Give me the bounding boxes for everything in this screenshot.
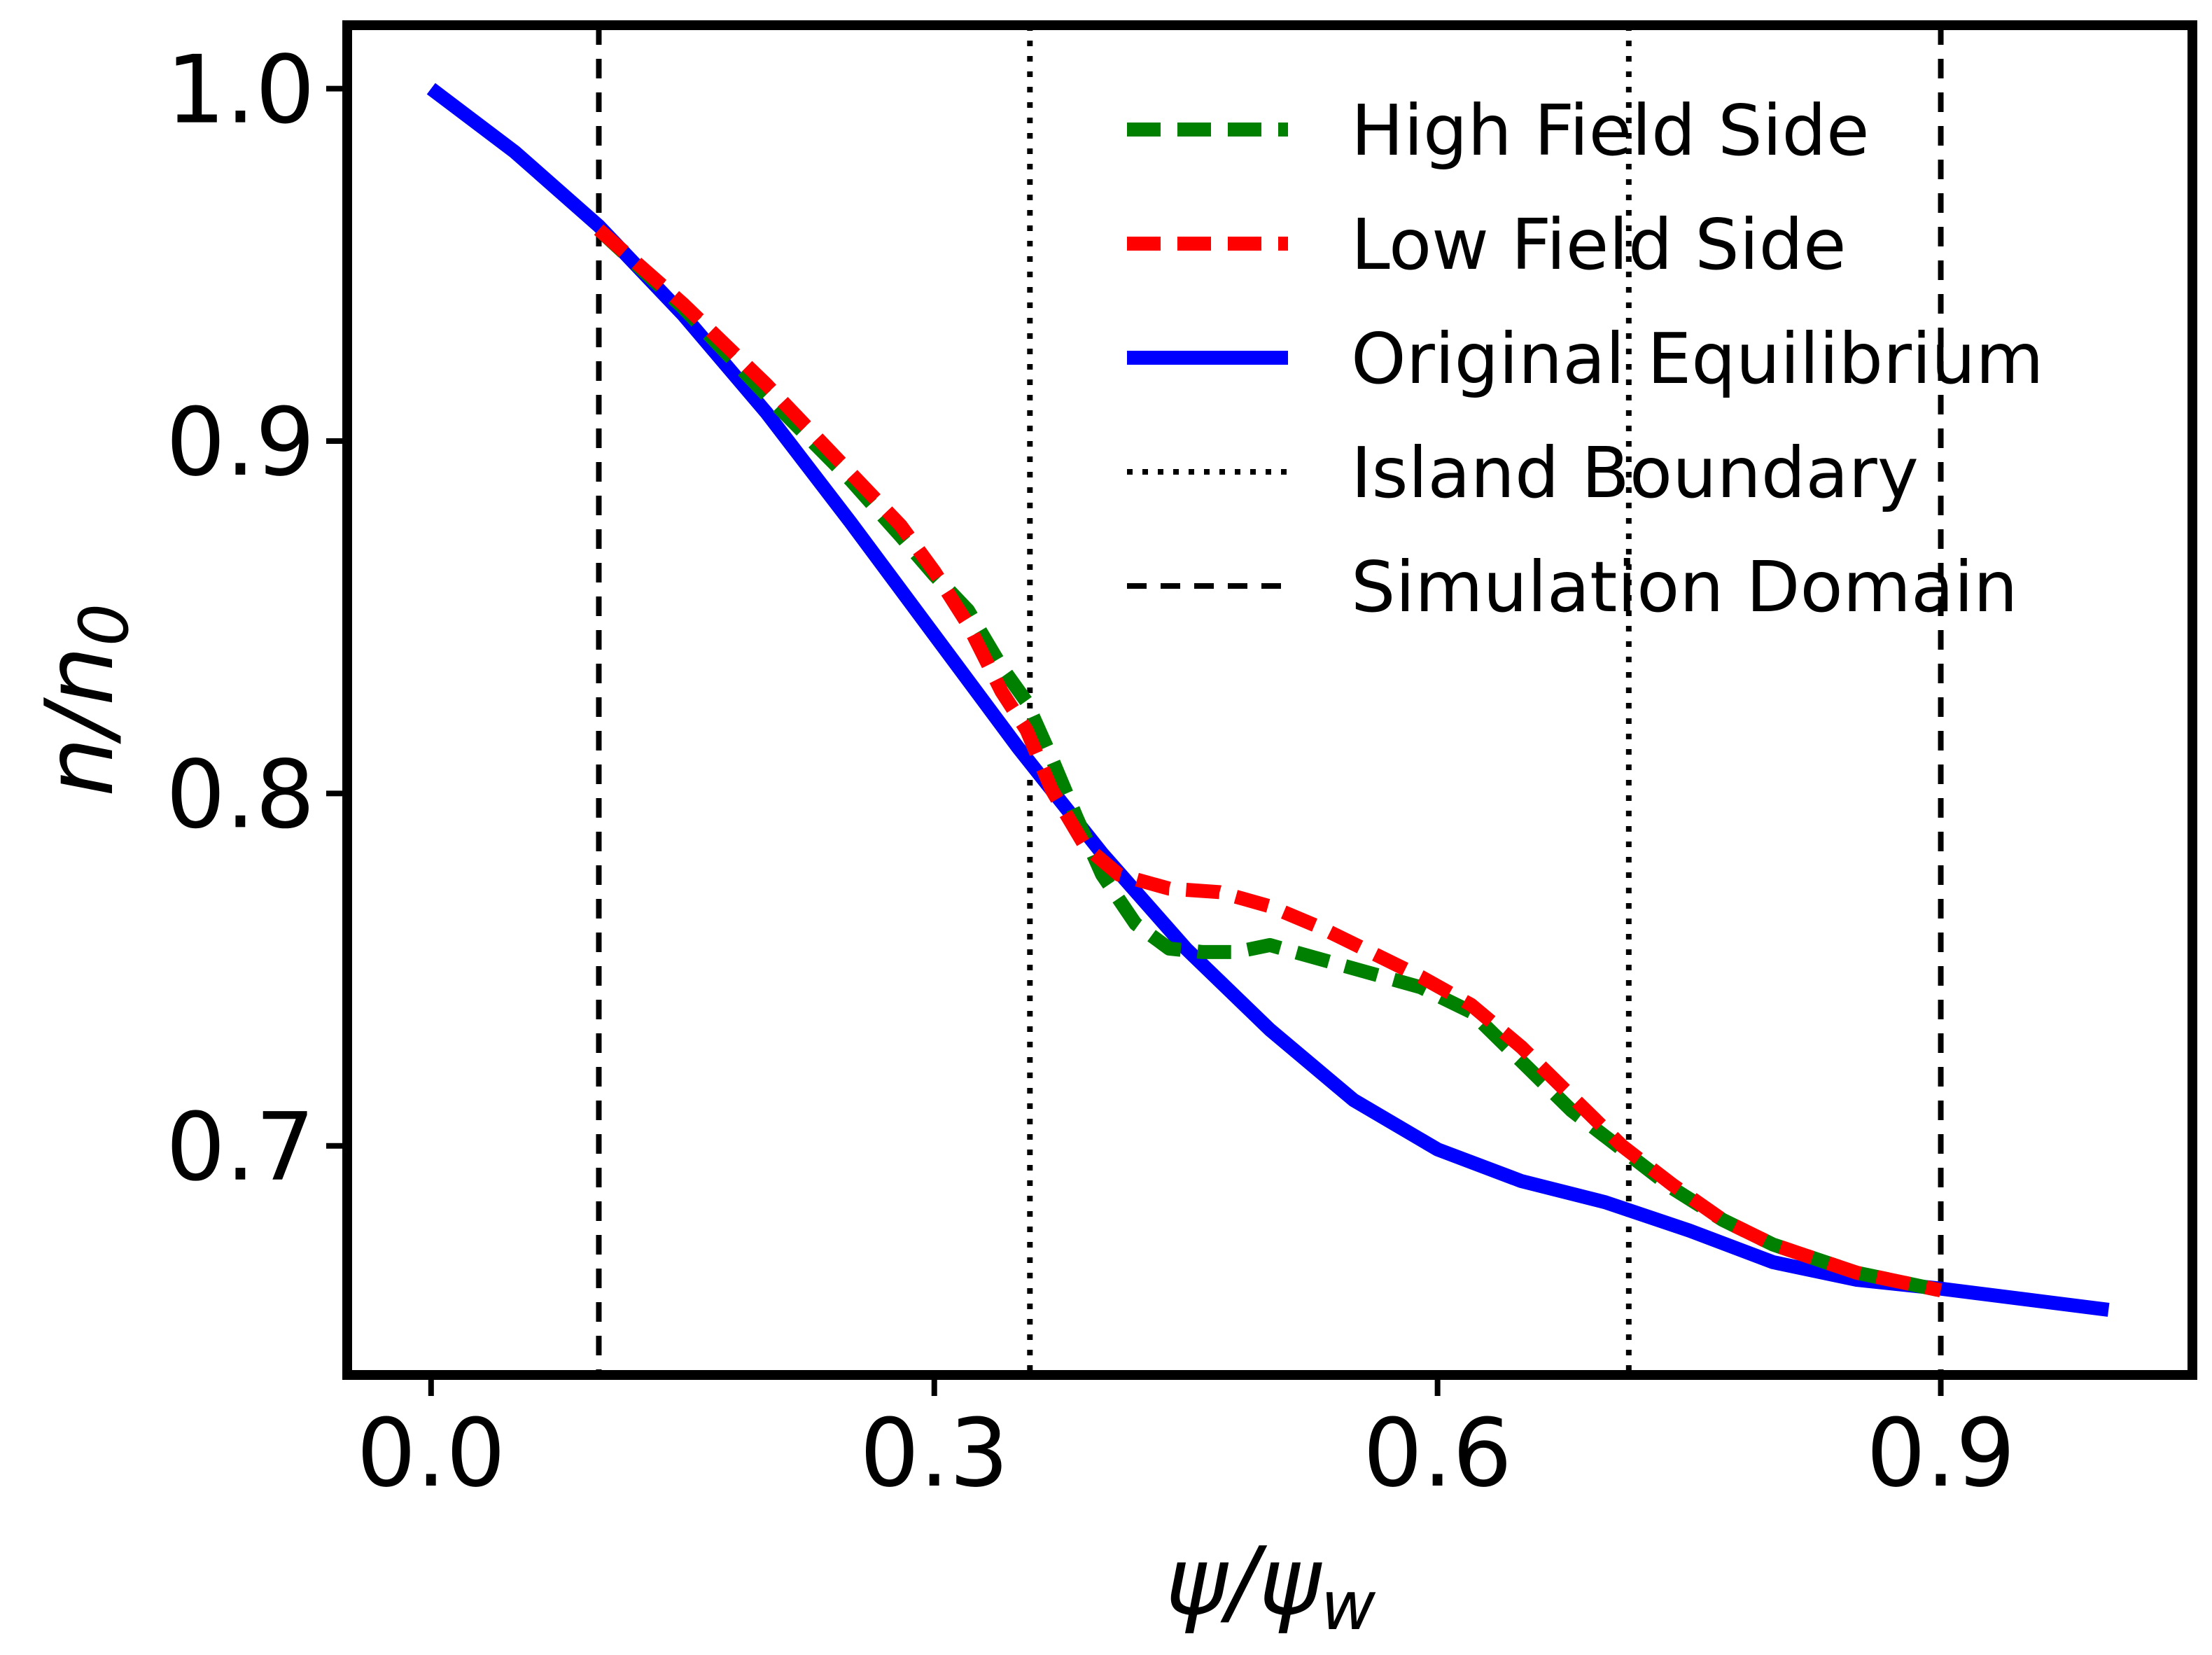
y-axis-title: n/n0: [25, 603, 144, 797]
series-layer: [426, 83, 2110, 1317]
x-tick-label: 0.6: [1363, 1399, 1512, 1508]
x-axis-title-base: ψ/ψ: [1166, 1527, 1323, 1636]
series-original-equilibrium: [426, 83, 2110, 1317]
y-axis-title-base: n/n: [25, 646, 134, 797]
x-tick-label: 0.3: [860, 1399, 1009, 1508]
legend-label-simulation-domain: Simulation Domain: [1351, 546, 2018, 628]
legend: High Field Side Low Field Side Original Eq…: [1127, 90, 2044, 628]
legend-label-low-field-side: Low Field Side: [1351, 204, 1847, 286]
y-tick-label: 0.7: [166, 1093, 315, 1202]
legend-label-high-field-side: High Field Side: [1351, 90, 1869, 172]
plot-frame: [342, 20, 2197, 1380]
x-tick-label: 0.0: [356, 1399, 505, 1508]
y-axis-title-subscript: 0: [65, 603, 144, 646]
y-tick-label: 0.9: [166, 388, 315, 497]
legend-label-original-equilibrium: Original Equilibrium: [1351, 318, 2044, 400]
x-axis-title: ψ/ψw: [1166, 1527, 1376, 1645]
legend-label-island-boundary: Island Boundary: [1351, 432, 1919, 514]
x-axis-title-subscript: w: [1321, 1567, 1376, 1645]
x-tick-label: 0.9: [1866, 1399, 2015, 1508]
series-low-field-side: [594, 224, 1942, 1297]
ticks-layer: 0.0 0.3 0.6 0.9 0.7 0.8 0.9 1.0: [166, 36, 2015, 1508]
y-tick-label: 0.8: [166, 740, 315, 849]
y-tick-label: 1.0: [166, 36, 315, 145]
